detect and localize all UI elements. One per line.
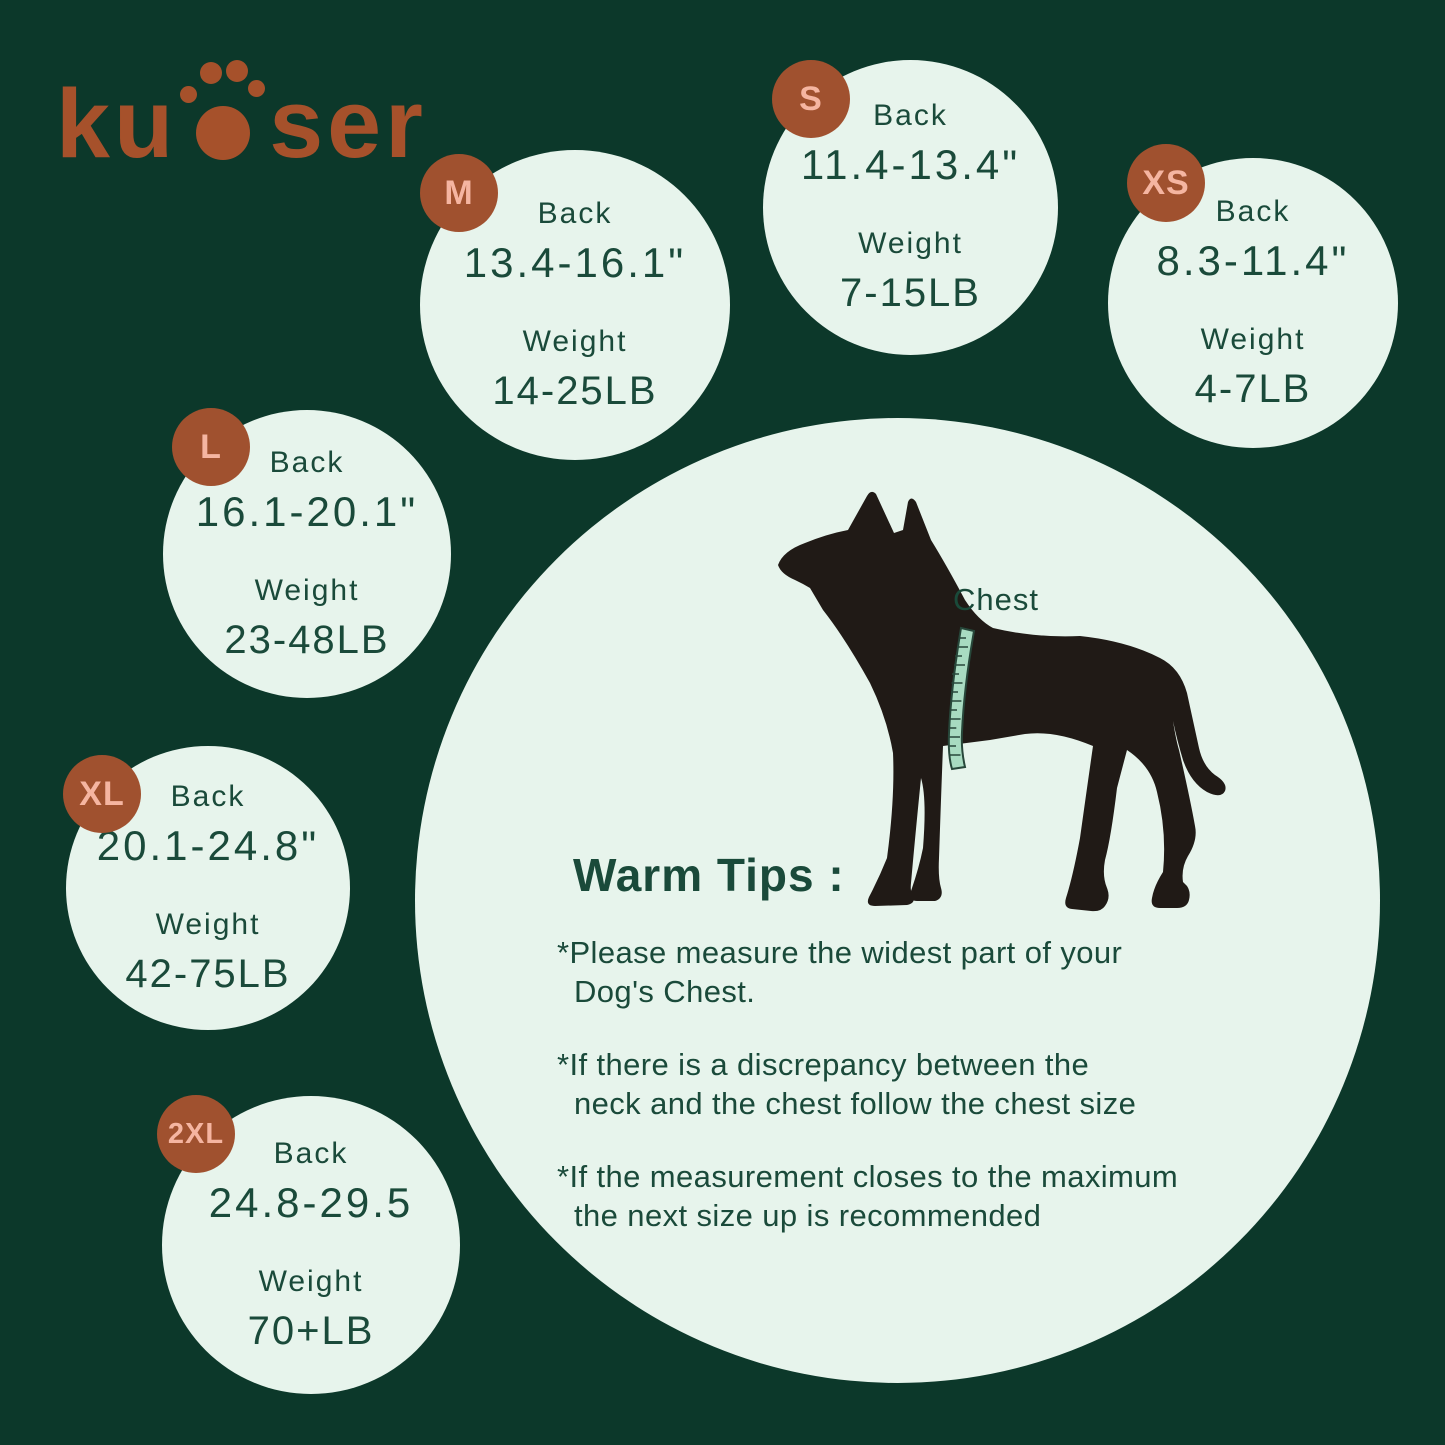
back-label: Back: [269, 445, 345, 479]
tip-line: *If there is a discrepancy between the: [557, 1047, 1090, 1082]
dog-silhouette: [775, 488, 1230, 916]
brand-logo: ku ser: [56, 50, 427, 179]
size-badge-label: M: [444, 173, 474, 212]
back-label: Back: [873, 99, 948, 132]
size-badge-label: 2XL: [167, 1117, 225, 1150]
size-badge-s: S: [772, 60, 850, 138]
back-value: 11.4-13.4": [800, 141, 1021, 188]
back-label: Back: [1215, 194, 1291, 228]
weight-label: Weight: [1200, 322, 1306, 356]
size-badge-2xl: 2XL: [157, 1095, 235, 1173]
size-badge-l: L: [172, 408, 250, 486]
back-label: Back: [273, 1136, 349, 1170]
size-circle-xl: XL Back 20.1-24.8" Weight 42-75LB: [63, 746, 350, 1030]
back-value: 16.1-20.1": [195, 487, 419, 535]
size-badge-label: XL: [79, 774, 125, 813]
weight-label: Weight: [254, 573, 360, 607]
measuring-guide-circle: Chest Warm Tips : *Please measure the wi…: [415, 418, 1380, 1383]
paw-icon: [180, 56, 266, 160]
tip-item: *Please measure the widest part of your …: [557, 933, 1277, 1011]
back-label: Back: [537, 196, 613, 230]
size-badge-xl: XL: [63, 755, 141, 833]
size-circle-m: M Back 13.4-16.1" Weight 14-25LB: [420, 150, 730, 460]
tip-line: Dog's Chest.: [574, 974, 756, 1009]
tip-line: neck and the chest follow the chest size: [574, 1086, 1137, 1121]
size-badge-label: L: [200, 427, 222, 466]
warm-tips-list: *Please measure the widest part of your …: [557, 933, 1277, 1235]
weight-label: Weight: [522, 324, 628, 358]
tip-item: *If there is a discrepancy between the n…: [557, 1045, 1277, 1123]
tip-item: *If the measurement closes to the maximu…: [557, 1157, 1277, 1235]
size-circle-s: S Back 11.4-13.4" Weight 7-15LB: [763, 60, 1058, 355]
tip-line: *Please measure the widest part of your: [557, 935, 1123, 970]
weight-value: 14-25LB: [492, 368, 658, 413]
size-badge-label: XS: [1142, 163, 1190, 202]
weight-label: Weight: [258, 1264, 364, 1298]
weight-label: Weight: [155, 907, 261, 941]
back-value: 24.8-29.5: [208, 1178, 414, 1226]
size-circle-xs: XS Back 8.3-11.4" Weight 4-7LB: [1108, 144, 1398, 448]
size-badge-xs: XS: [1127, 144, 1205, 222]
size-badge-m: M: [420, 154, 498, 232]
size-circle-l: L Back 16.1-20.1" Weight 23-48LB: [163, 408, 451, 698]
weight-value: 42-75LB: [125, 951, 291, 996]
back-value: 20.1-24.8": [96, 821, 320, 869]
back-value: 13.4-16.1": [463, 238, 687, 286]
tip-line: *If the measurement closes to the maximu…: [557, 1159, 1179, 1194]
back-value: 8.3-11.4": [1156, 236, 1350, 284]
warm-tips-title: Warm Tips :: [573, 849, 845, 901]
weight-value: 23-48LB: [224, 617, 390, 662]
weight-value: 4-7LB: [1194, 366, 1312, 411]
weight-value: 70+LB: [247, 1308, 375, 1353]
chest-label: Chest: [953, 582, 1039, 617]
weight-label: Weight: [858, 227, 963, 260]
weight-value: 7-15LB: [840, 271, 981, 315]
size-badge-label: S: [799, 79, 823, 118]
brand-logo-text-prefix: ku: [56, 69, 178, 179]
tip-line: the next size up is recommended: [574, 1198, 1042, 1233]
size-circle-2xl: 2XL Back 24.8-29.5 Weight 70+LB: [157, 1095, 460, 1394]
measuring-tape-icon: [947, 626, 976, 771]
back-label: Back: [170, 779, 246, 813]
brand-logo-text-suffix: ser: [269, 69, 427, 179]
